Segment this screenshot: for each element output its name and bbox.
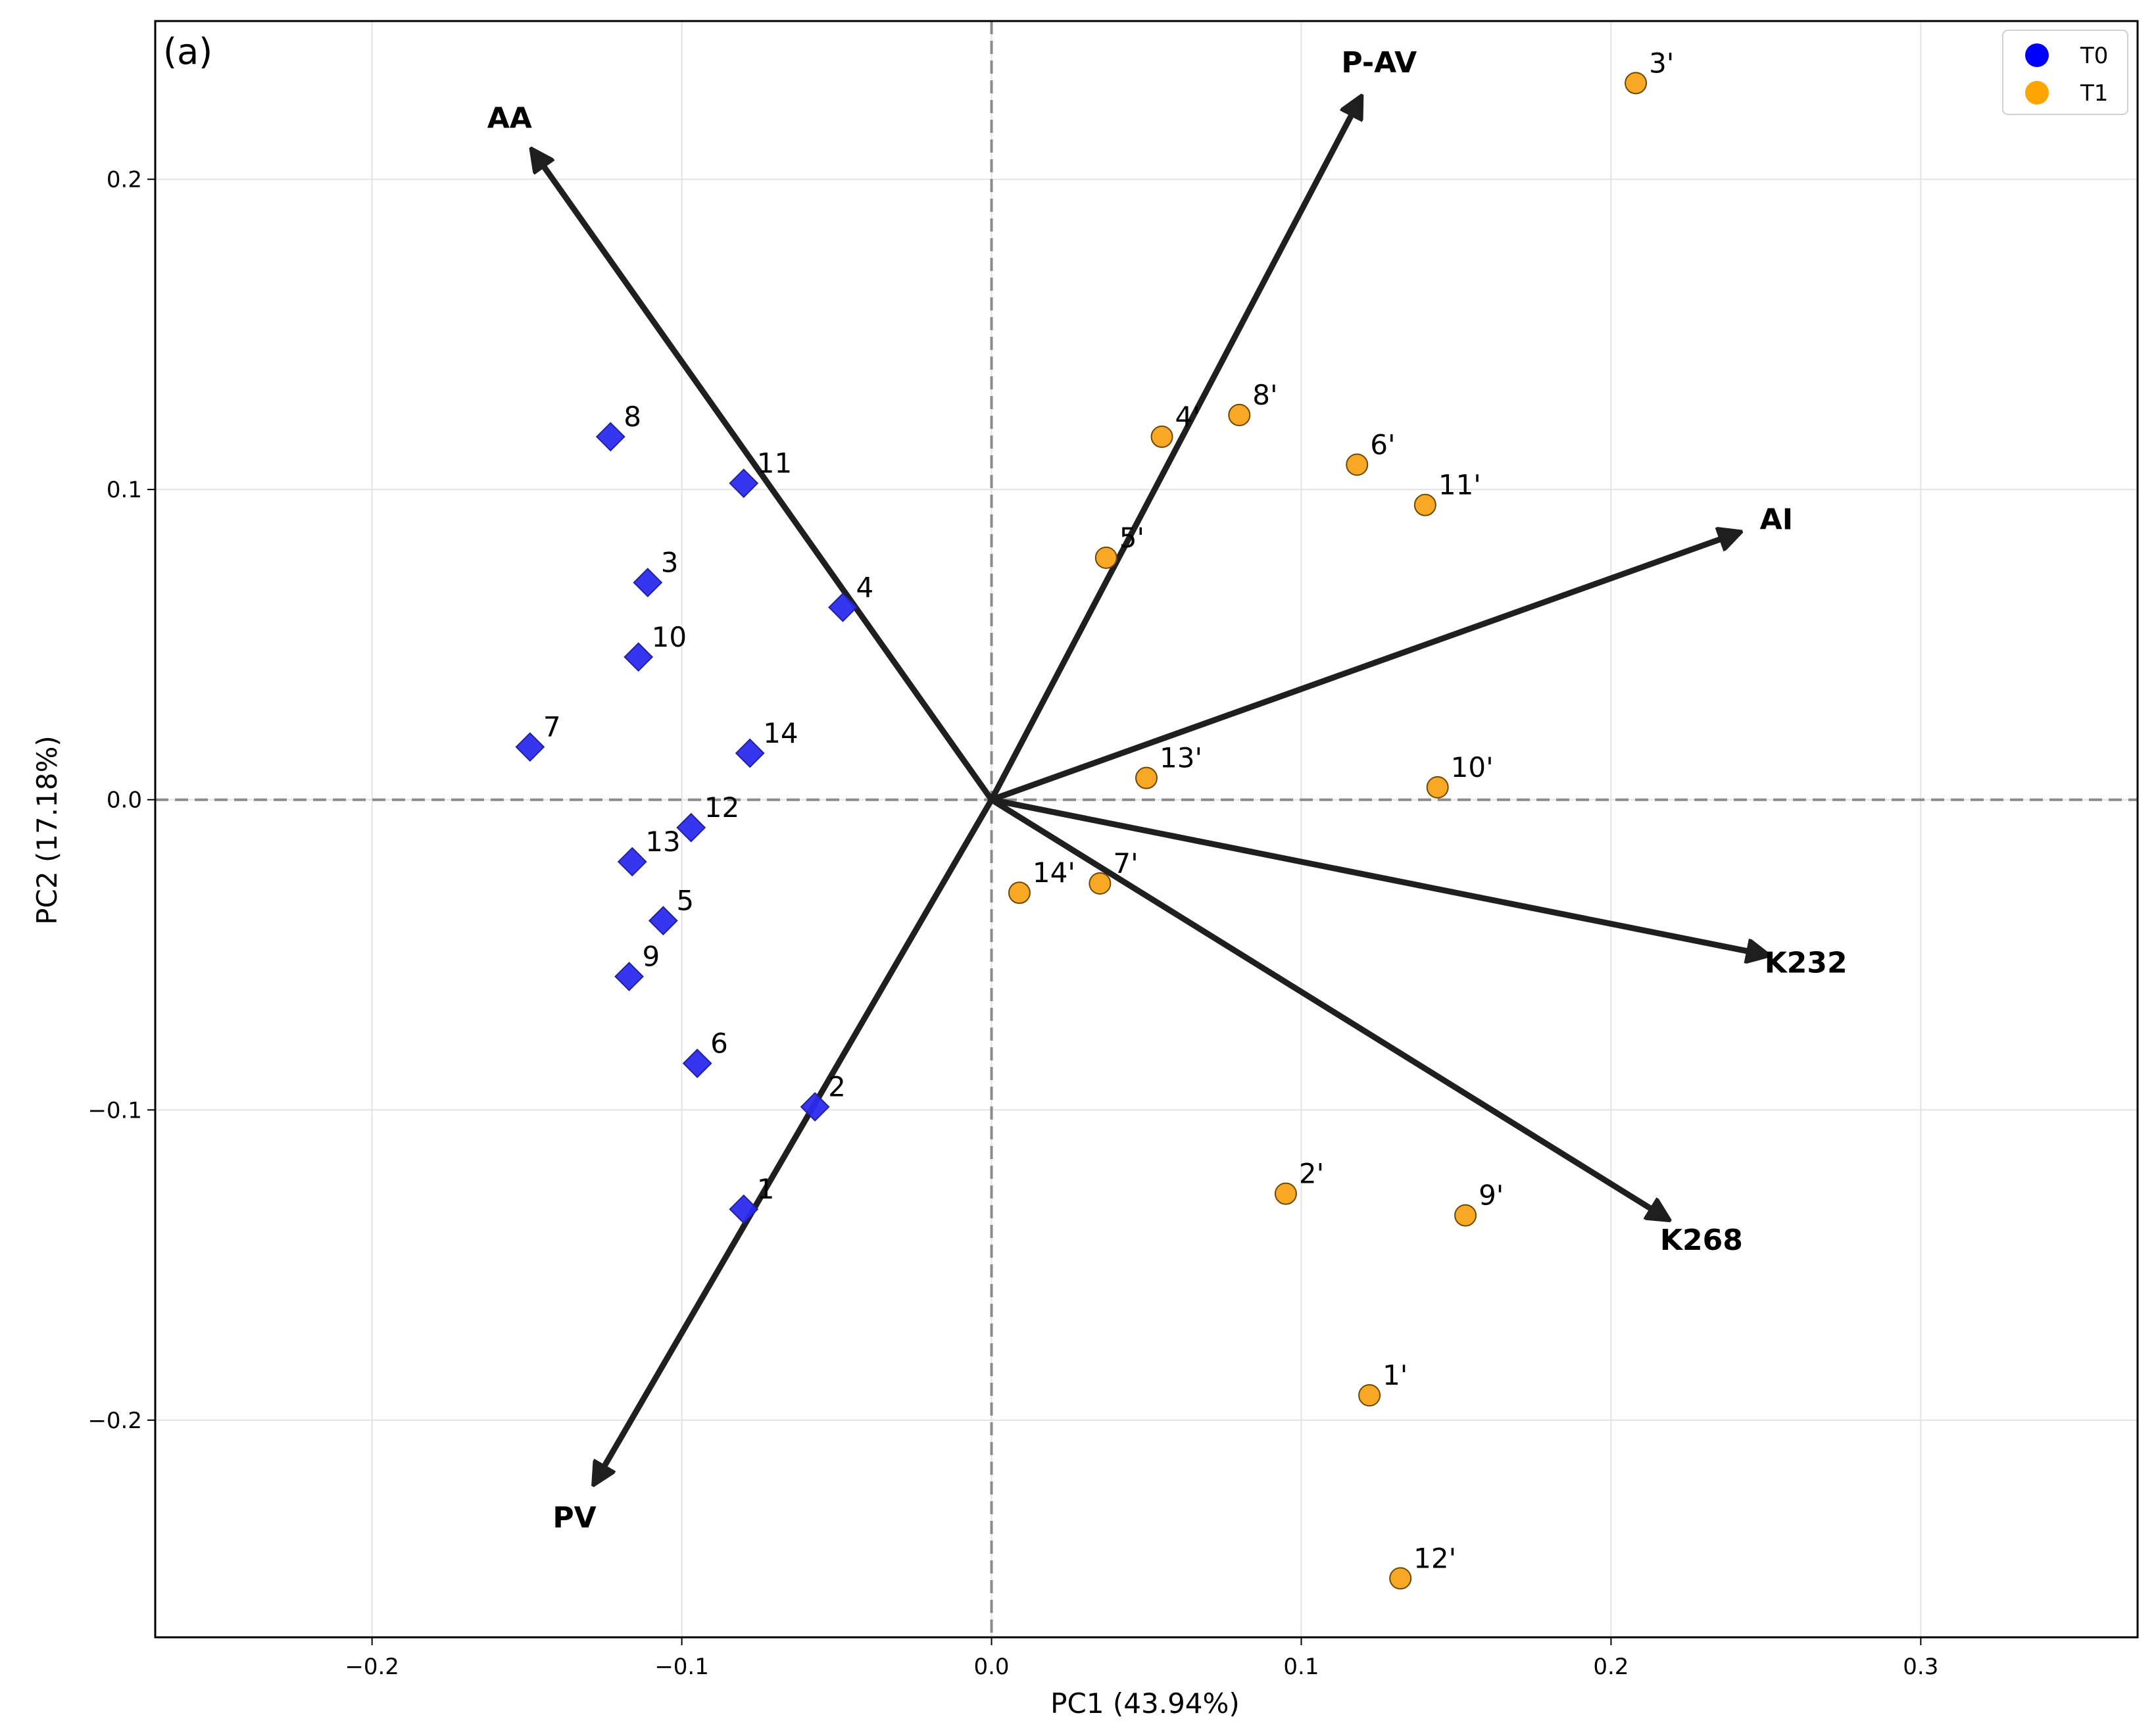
t1-label-3p: 3' xyxy=(1649,47,1674,79)
legend-marker-t0 xyxy=(2025,43,2049,67)
y-tick-label: −0.1 xyxy=(87,1097,142,1124)
t0-label-8: 8 xyxy=(624,401,641,433)
t1-point-12p xyxy=(1389,1567,1412,1590)
t0-point-4 xyxy=(828,592,858,622)
loading-labels: AA P-AV AI K232 K268 PV xyxy=(487,46,1848,1535)
loading-label-k268: K268 xyxy=(1660,1224,1743,1257)
t0-point-3 xyxy=(633,568,663,597)
t1-point-1p xyxy=(1358,1384,1381,1407)
t1-label-8p: 8' xyxy=(1252,379,1277,411)
t1-point-9p xyxy=(1454,1204,1477,1227)
loading-vector-k268 xyxy=(989,797,1667,1219)
t0-point-13 xyxy=(617,847,647,877)
t1-point-3p xyxy=(1625,72,1648,95)
t1-label-10p: 10' xyxy=(1451,751,1494,783)
y-tick-label: 0.2 xyxy=(107,167,142,193)
t0-label-13: 13 xyxy=(645,826,680,858)
y-axis-label: PC2 (17.18%) xyxy=(31,735,63,925)
x-tick-label: −0.1 xyxy=(654,1654,709,1680)
loading-vectors xyxy=(533,99,1766,1482)
t0-point-10 xyxy=(624,642,654,672)
t1-label-2p: 2' xyxy=(1299,1158,1324,1190)
plot-frame xyxy=(154,20,2139,1639)
loading-label-ai: AI xyxy=(1760,503,1793,536)
t1-point-2p xyxy=(1274,1182,1297,1205)
t0-point-2 xyxy=(800,1092,830,1122)
t0-label-11: 11 xyxy=(757,447,792,480)
t0-label-9: 9 xyxy=(643,941,660,973)
t1-point-7p xyxy=(1089,872,1112,895)
panel-label: (a) xyxy=(163,31,212,72)
t0-point-11 xyxy=(729,468,759,499)
t0-label-14: 14 xyxy=(763,717,798,749)
x-axis-ticks: −0.2 −0.1 0.0 0.1 0.2 0.3 xyxy=(345,1637,1938,1680)
x-tick-label: −0.2 xyxy=(345,1654,399,1680)
t1-point-13p xyxy=(1135,766,1158,789)
legend: T0 T1 xyxy=(2002,30,2128,115)
t1-label-5p: 5' xyxy=(1119,522,1144,554)
x-tick-label: 0.3 xyxy=(1903,1654,1938,1680)
t1-label-6p: 6' xyxy=(1370,428,1395,460)
t0-point-7 xyxy=(515,732,545,762)
t1-point-6p xyxy=(1346,453,1369,476)
x-tick-label: 0.0 xyxy=(973,1654,1009,1680)
legend-label-t1: T1 xyxy=(2080,80,2108,107)
t0-label-4: 4 xyxy=(856,571,873,603)
t1-point-14p xyxy=(1008,881,1031,904)
t0-point-1 xyxy=(729,1194,759,1224)
loading-vector-pv xyxy=(595,797,995,1483)
loading-label-aa: AA xyxy=(487,101,532,135)
loading-vector-ai xyxy=(989,533,1738,803)
t1-label-12p: 12' xyxy=(1413,1542,1456,1574)
t0-label-7: 7 xyxy=(543,711,561,743)
loading-vector-aa xyxy=(533,151,995,803)
t1-point-10p xyxy=(1426,776,1449,799)
loading-vector-p-av xyxy=(989,99,1360,803)
y-axis-ticks: −0.2 −0.1 0.0 0.1 0.2 xyxy=(87,167,155,1434)
t1-point-4p xyxy=(1150,425,1173,448)
zero-reference-lines xyxy=(155,21,2138,1637)
t0-label-5: 5 xyxy=(676,885,694,917)
t0-point-12 xyxy=(676,812,706,843)
x-axis-label: PC1 (43.94%) xyxy=(1050,1687,1240,1720)
loading-label-k232: K232 xyxy=(1765,947,1848,980)
t1-point-5p xyxy=(1094,546,1117,569)
x-tick-label: 0.1 xyxy=(1283,1654,1319,1680)
series-t0-points xyxy=(515,422,858,1224)
t1-label-11p: 11' xyxy=(1438,469,1481,501)
x-tick-label: 0.2 xyxy=(1593,1654,1629,1680)
t0-point-14 xyxy=(735,738,765,768)
y-tick-label: 0.0 xyxy=(107,787,142,814)
t1-point-8p xyxy=(1228,403,1251,426)
t0-point-8 xyxy=(595,422,625,452)
t1-label-13p: 13' xyxy=(1160,742,1202,774)
point-labels: 12345678910111213141'2'3'4'5'6'7'8'9'10'… xyxy=(543,47,1675,1574)
t0-label-10: 10 xyxy=(652,621,687,653)
t1-label-14p: 14' xyxy=(1033,856,1075,889)
y-tick-label: −0.2 xyxy=(87,1408,142,1434)
loading-label-pv: PV xyxy=(552,1501,596,1535)
series-t1-points xyxy=(1008,72,1648,1590)
t0-point-9 xyxy=(614,962,644,991)
t0-point-6 xyxy=(682,1049,712,1078)
t0-label-3: 3 xyxy=(661,547,679,579)
t0-label-12: 12 xyxy=(704,791,739,824)
legend-box xyxy=(2002,30,2128,115)
t1-label-4p: 4' xyxy=(1175,401,1200,433)
t1-label-1p: 1' xyxy=(1383,1359,1408,1391)
t1-label-9p: 9' xyxy=(1479,1179,1504,1212)
t0-point-5 xyxy=(648,906,678,936)
y-tick-label: 0.1 xyxy=(107,477,142,503)
legend-marker-t1 xyxy=(2025,81,2049,105)
t1-label-7p: 7' xyxy=(1113,847,1138,879)
t1-point-11p xyxy=(1413,493,1436,516)
loading-vector-k232 xyxy=(989,797,1766,955)
legend-label-t0: T0 xyxy=(2080,43,2108,69)
loading-label-p-av: P-AV xyxy=(1341,46,1417,80)
t0-label-1: 1 xyxy=(757,1173,775,1205)
t0-label-6: 6 xyxy=(710,1028,728,1060)
t0-label-2: 2 xyxy=(828,1071,846,1103)
